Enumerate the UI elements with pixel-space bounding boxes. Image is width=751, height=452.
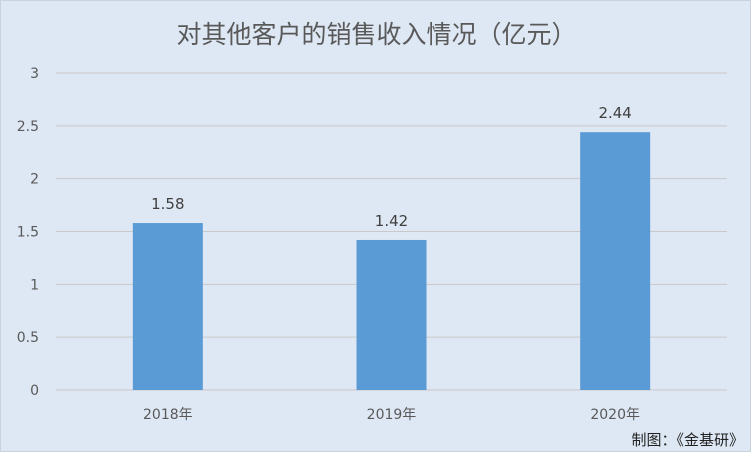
data-label: 2.44 [598,104,631,122]
y-tick-label: 2.5 [17,119,39,135]
y-tick-label: 2 [30,172,39,188]
y-tick-label: 1.5 [17,225,39,241]
bar [356,239,427,390]
bar [580,132,651,390]
credit-text: 制图：《金基研》 [631,431,744,449]
y-tick-label: 1 [30,277,39,293]
data-label: 1.58 [151,195,184,213]
x-tick-label: 2019年 [367,407,417,423]
chart-title: 对其他客户的销售收入情况（亿元） [176,20,577,49]
bar [132,223,203,390]
data-label: 1.42 [375,212,408,230]
x-tick-label: 2018年 [143,407,193,423]
x-tick-label: 2020年 [590,407,640,423]
y-tick-label: 0 [30,383,39,399]
y-tick-label: 3 [30,66,39,82]
y-tick-label: 0.5 [17,330,39,346]
